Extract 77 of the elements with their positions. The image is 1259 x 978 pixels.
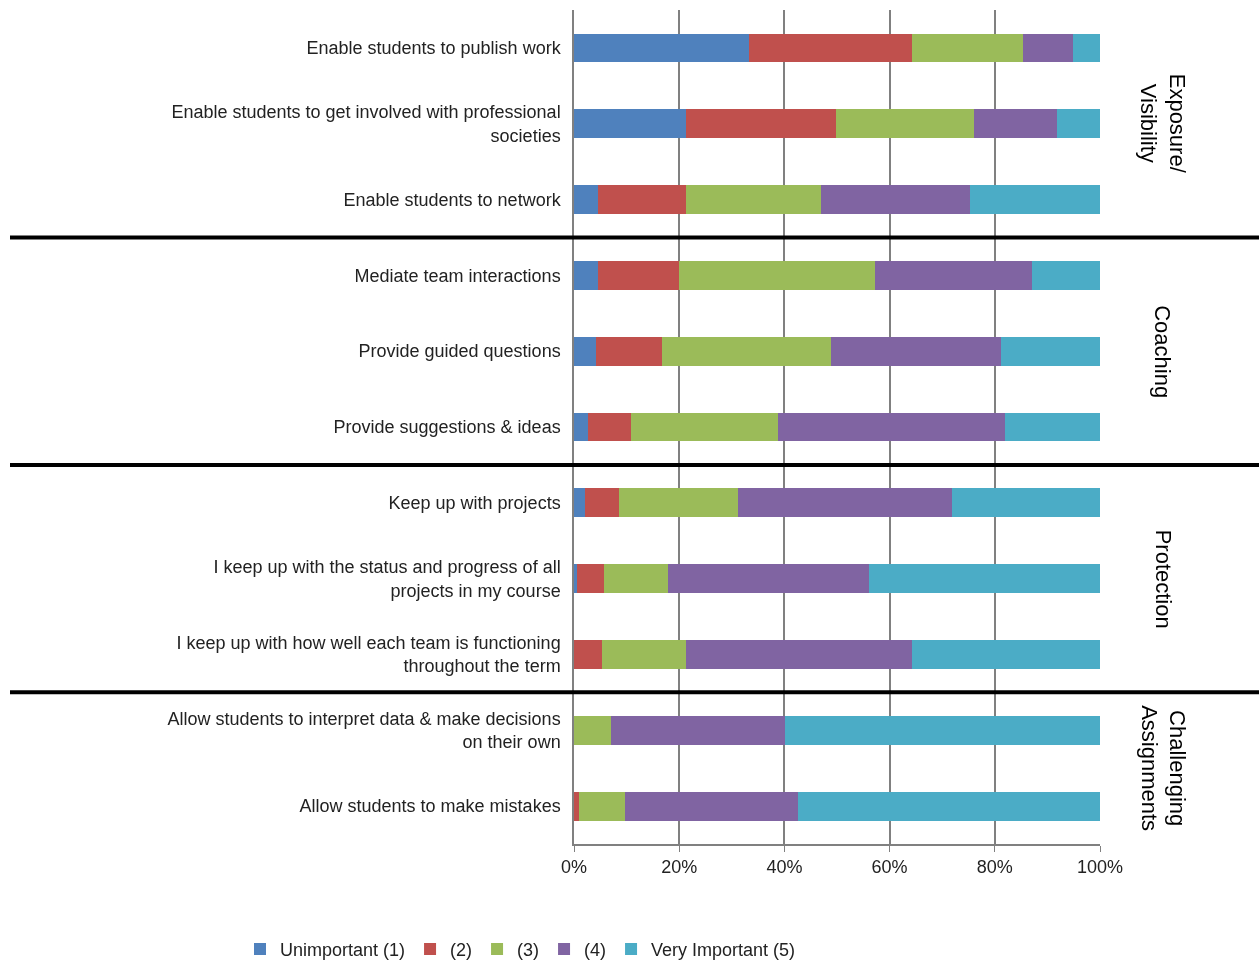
text: Coaching xyxy=(1150,305,1176,399)
y-tick-label: Enable students to publish work xyxy=(306,38,562,59)
bar xyxy=(601,640,686,669)
bar xyxy=(911,33,1023,63)
bar xyxy=(611,715,786,745)
bar xyxy=(785,715,1100,745)
y-tick-label: Allow students to make mistakes xyxy=(299,796,561,817)
bar xyxy=(778,412,1005,442)
bar xyxy=(574,488,585,518)
bar xyxy=(1057,109,1100,139)
bar xyxy=(1001,336,1100,366)
text: Exposure/ Visibility xyxy=(1136,73,1190,174)
bar xyxy=(597,185,686,214)
bar xyxy=(588,412,631,442)
x-tick-label: 0% xyxy=(560,857,588,878)
bar xyxy=(630,412,779,442)
bar xyxy=(595,336,662,366)
y-tick-label: Allow students to interpret data & make decisions on their own xyxy=(167,708,561,753)
x-tick-label: 80% xyxy=(976,857,1013,878)
y-tick-label: Mediate team interactions xyxy=(354,265,561,286)
bar xyxy=(911,640,1100,669)
bar xyxy=(1022,33,1073,63)
bar xyxy=(969,185,1100,214)
y-tick-label: I keep up with the status and progress of all projects in my course xyxy=(213,557,561,601)
bar xyxy=(574,715,612,745)
bar xyxy=(597,260,680,290)
bar xyxy=(836,109,974,139)
y-tick-label: Enable students to get involved with professional societies xyxy=(171,102,561,146)
bar xyxy=(1032,260,1100,290)
legend-label: (4) xyxy=(584,939,607,960)
bar xyxy=(578,791,626,821)
bar xyxy=(574,185,598,214)
y-tick-label: Keep up with projects xyxy=(388,493,561,514)
bar xyxy=(574,260,598,290)
bar xyxy=(625,791,798,821)
bar xyxy=(973,109,1058,139)
bar xyxy=(820,185,970,214)
bar xyxy=(1004,412,1100,442)
legend-label: (3) xyxy=(517,939,540,960)
bar xyxy=(737,488,953,518)
bar xyxy=(830,336,1002,366)
legend-label: (2) xyxy=(450,939,473,960)
text: Protection xyxy=(1150,529,1176,629)
bar xyxy=(574,109,686,139)
x-tick-label: 40% xyxy=(766,857,803,878)
bar xyxy=(574,791,579,821)
x-tick-label: 100% xyxy=(1076,857,1124,878)
bar xyxy=(874,260,1033,290)
bar xyxy=(619,488,738,518)
bar xyxy=(584,488,620,518)
bar xyxy=(1072,33,1100,63)
bar xyxy=(574,640,602,669)
y-tick-label: Provide suggestions & ideas xyxy=(333,417,561,438)
bar xyxy=(952,488,1100,518)
bar xyxy=(679,260,875,290)
bar xyxy=(685,185,821,214)
x-tick-label: 20% xyxy=(661,857,698,878)
bar xyxy=(667,564,870,594)
y-tick-label: Enable students to network xyxy=(343,189,562,210)
bar xyxy=(574,564,577,594)
text: Challenging Assignments xyxy=(1136,705,1191,832)
bar xyxy=(685,640,912,669)
legend-label: Unimportant (1) xyxy=(280,939,406,960)
y-tick-label: I keep up with how well each team is functioning throughout the term xyxy=(176,633,561,677)
bar xyxy=(574,412,589,442)
bar xyxy=(869,564,1100,594)
legend-label: Very Important (5) xyxy=(651,939,796,960)
bar xyxy=(603,564,668,594)
bar xyxy=(685,109,837,139)
x-tick-label: 60% xyxy=(871,857,908,878)
bar xyxy=(574,33,749,63)
bar xyxy=(661,336,831,366)
bar xyxy=(797,791,1100,821)
bar xyxy=(576,564,604,594)
bar xyxy=(574,336,596,366)
bar xyxy=(748,33,912,63)
y-tick-label: Provide guided questions xyxy=(358,341,561,362)
